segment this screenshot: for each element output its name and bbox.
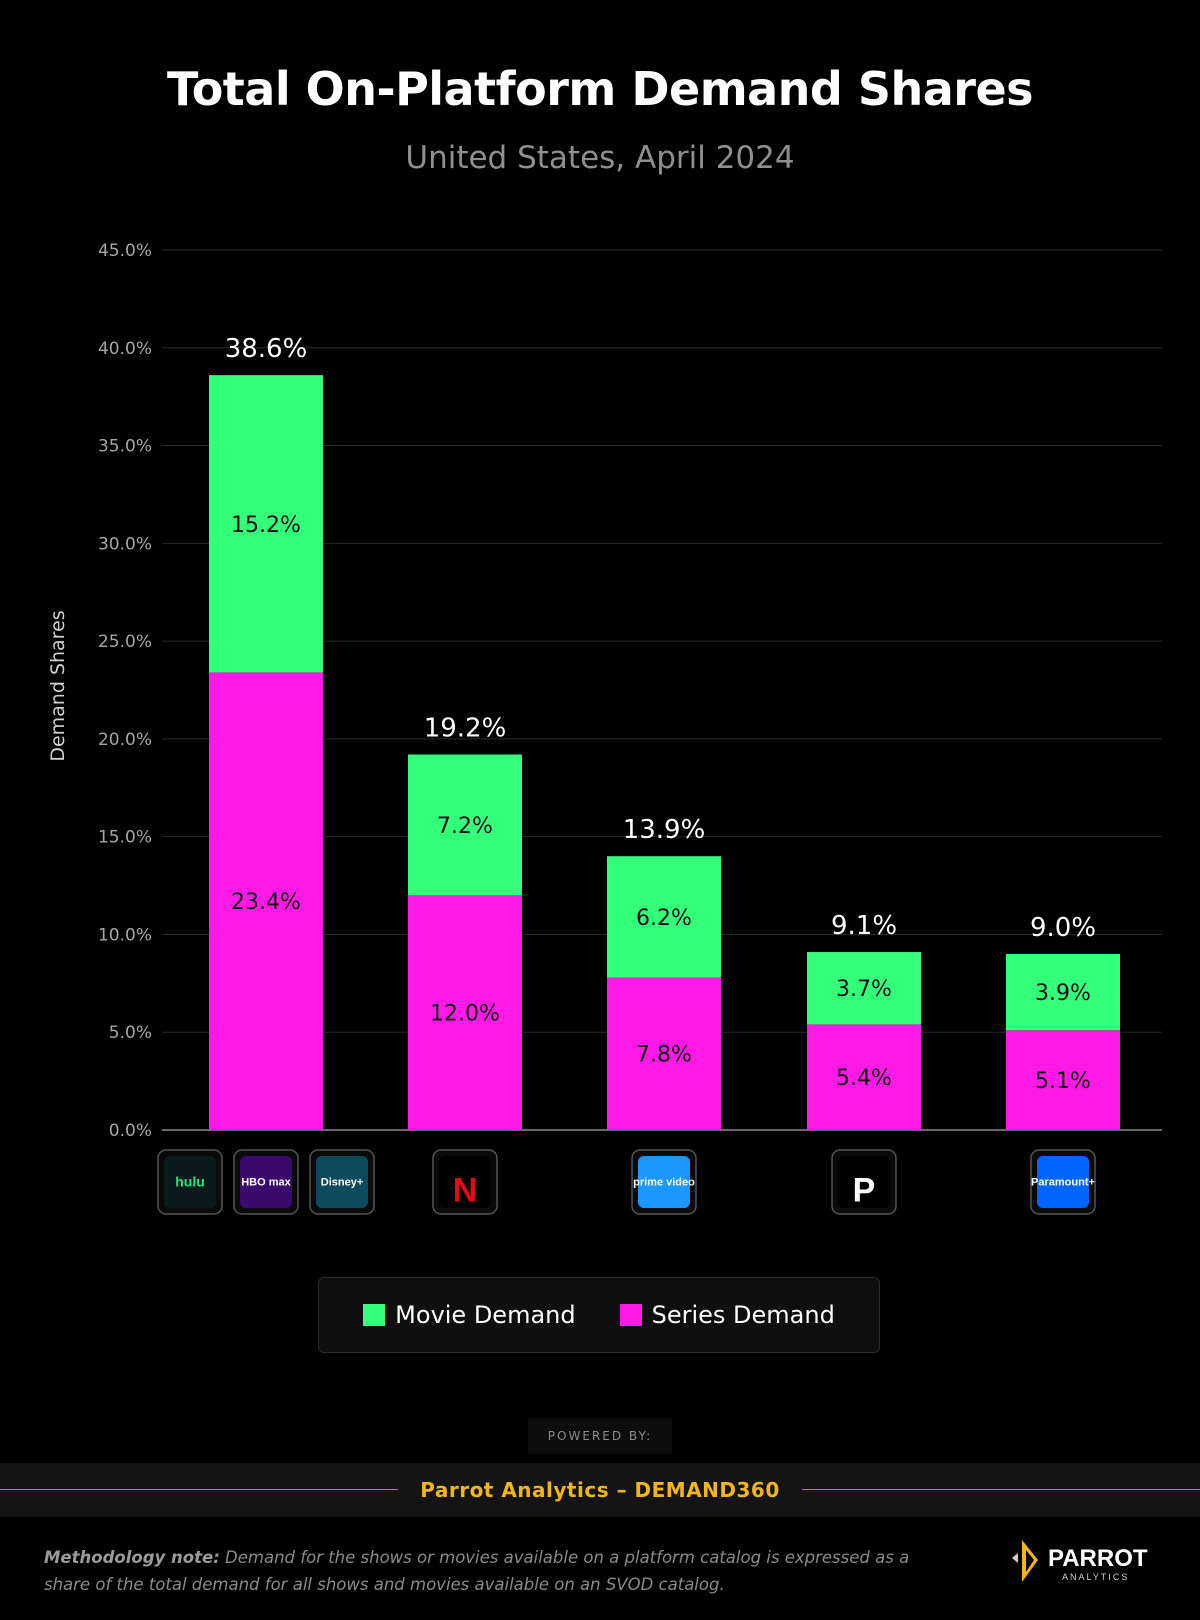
bar-movie-2 (607, 856, 721, 978)
brand-text-wrap: Parrot Analytics – DEMAND360 (0, 1463, 1200, 1517)
parrot-logo-sub: ANALYTICS (1062, 1572, 1129, 1582)
paramount-plus-logo-icon-text: Paramount+ (1031, 1177, 1095, 1189)
legend-label-series: Series Demand (651, 1301, 835, 1329)
prime-video-logo-icon (638, 1156, 690, 1208)
brand-text: Parrot Analytics – DEMAND360 (398, 1478, 802, 1502)
brand-band: Parrot Analytics – DEMAND360 (0, 1463, 1200, 1517)
stacked-bar-chart: 0.0% 5.0% 10.0% 15.0% 20.0% 25.0% 30.0% 35.0% 40… (47, 241, 1162, 1215)
netflix-logo-icon-text: N (453, 1171, 478, 1209)
data-label-series: 7.8% (636, 1043, 692, 1068)
bar-movie-3 (807, 952, 921, 1025)
data-label-movie: 6.2% (636, 906, 692, 931)
y-tick-label: 25.0% (98, 632, 152, 652)
hbo-max-logo-icon (240, 1156, 292, 1208)
bar-movie-4 (1006, 954, 1120, 1031)
data-label-total: 38.6% (225, 334, 308, 364)
y-tick-label: 20.0% (98, 730, 152, 750)
peacock-logo-icon-text: P (853, 1171, 876, 1209)
parrot-logo-main: PARROT (1048, 1545, 1148, 1572)
legend-label-movie: Movie Demand (395, 1301, 576, 1329)
data-label-total: 19.2% (424, 714, 507, 744)
bar-series-0 (209, 672, 323, 1130)
disney-plus-logo-icon-text: Disney+ (321, 1177, 364, 1189)
y-tick-label: 5.0% (109, 1023, 152, 1043)
hbo-max-logo-icon-text: HBO max (241, 1177, 291, 1189)
legend-swatch-movie (363, 1304, 386, 1326)
data-label-movie: 3.7% (836, 977, 892, 1002)
bar-series-2 (607, 977, 721, 1130)
bar-series-4 (1006, 1030, 1120, 1130)
chart-subtitle: United States, April 2024 (405, 140, 795, 176)
data-label-series: 5.1% (1035, 1069, 1091, 1094)
paramount-plus-logo-icon (1037, 1156, 1089, 1208)
y-tick-label: 15.0% (98, 828, 152, 848)
y-tick-label: 30.0% (98, 534, 152, 554)
disney-plus-logo-icon (316, 1156, 368, 1208)
data-label-series: 5.4% (836, 1066, 892, 1091)
parrot-logo-arrow (1012, 1553, 1018, 1563)
netflix-logo-icon (439, 1156, 491, 1208)
data-label-series: 12.0% (430, 1002, 500, 1027)
bar-movie-1 (408, 754, 522, 896)
methodology-note-text: Demand for the shows or movies available… (44, 1548, 910, 1594)
y-tick-label: 10.0% (98, 925, 152, 945)
powered-by-label: POWERED BY: (528, 1418, 672, 1454)
data-label-total: 9.1% (831, 911, 897, 941)
y-tick-label: 35.0% (98, 437, 152, 457)
y-tick-label: 45.0% (98, 241, 152, 261)
legend-item-series: Series Demand (619, 1301, 835, 1329)
peacock-logo-icon (838, 1156, 890, 1208)
data-label-movie: 3.9% (1035, 981, 1091, 1006)
bar-series-1 (408, 895, 522, 1130)
data-label-movie: 7.2% (437, 814, 493, 839)
legend-item-movie: Movie Demand (363, 1301, 576, 1329)
y-tick-label: 40.0% (98, 339, 152, 359)
data-label-series: 23.4% (231, 890, 301, 915)
y-tick-label: 0.0% (109, 1121, 152, 1141)
hulu-logo-icon-text: hulu (175, 1174, 205, 1190)
y-axis-label: Demand Shares (47, 610, 69, 761)
prime-video-logo-icon-text: prime video (633, 1177, 695, 1189)
chart-legend: Movie Demand Series Demand (318, 1277, 880, 1353)
data-label-total: 9.0% (1030, 913, 1096, 943)
chart-title: Total On-Platform Demand Shares (166, 62, 1034, 116)
bar-series-3 (807, 1024, 921, 1130)
bar-movie-0 (209, 375, 323, 673)
methodology-note-label: Methodology note: (44, 1548, 220, 1567)
hulu-logo-icon (164, 1156, 216, 1208)
legend-swatch-series (619, 1304, 642, 1326)
data-label-total: 13.9% (623, 815, 706, 845)
parrot-analytics-logo-icon: PARROT ANALYTICS (1012, 1540, 1148, 1582)
methodology-note: Methodology note: Demand for the shows o… (44, 1544, 944, 1598)
data-label-movie: 15.2% (231, 513, 301, 538)
parrot-logo-wing-cut (1026, 1550, 1034, 1572)
